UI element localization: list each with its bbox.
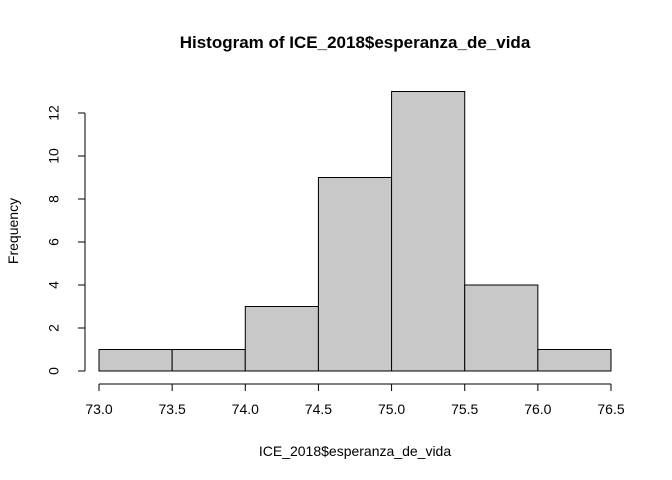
- histogram-bar-6: [464, 284, 539, 372]
- x-axis-label: ICE_2018$esperanza_de_vida: [259, 443, 451, 459]
- y-tick-label: 0: [46, 367, 62, 375]
- y-axis: 0 2 4 6 8 10 12: [46, 105, 86, 375]
- y-tick-label: 6: [46, 238, 62, 246]
- y-tick-label: 4: [46, 281, 62, 289]
- chart-title: Histogram of ICE_2018$esperanza_de_vida: [180, 33, 531, 52]
- x-tick-label: 76.0: [524, 401, 551, 417]
- histogram-bar-5: [391, 91, 466, 372]
- x-tick-label: 75.5: [451, 401, 478, 417]
- histogram-bars: [98, 91, 612, 372]
- x-tick-label: 73.0: [85, 401, 112, 417]
- y-tick-label: 2: [46, 324, 62, 332]
- histogram-bar-7: [537, 349, 612, 372]
- y-tick-label: 12: [46, 105, 62, 121]
- x-axis: 73.0 73.5 74.0 74.5 75.0 75.5 76.0 76.5: [85, 383, 625, 417]
- y-tick-label: 10: [46, 148, 62, 164]
- x-tick-label: 74.5: [305, 401, 332, 417]
- x-tick-label: 73.5: [159, 401, 186, 417]
- histogram-bar-2: [171, 349, 246, 372]
- x-tick-label: 74.0: [232, 401, 259, 417]
- y-axis-label: Frequency: [5, 198, 21, 264]
- histogram-bar-4: [317, 177, 393, 372]
- x-tick-label: 75.0: [378, 401, 405, 417]
- histogram-bar-1: [98, 349, 173, 372]
- histogram-bar-3: [244, 306, 319, 372]
- y-tick-label: 8: [46, 195, 62, 203]
- x-tick-label: 76.5: [597, 401, 624, 417]
